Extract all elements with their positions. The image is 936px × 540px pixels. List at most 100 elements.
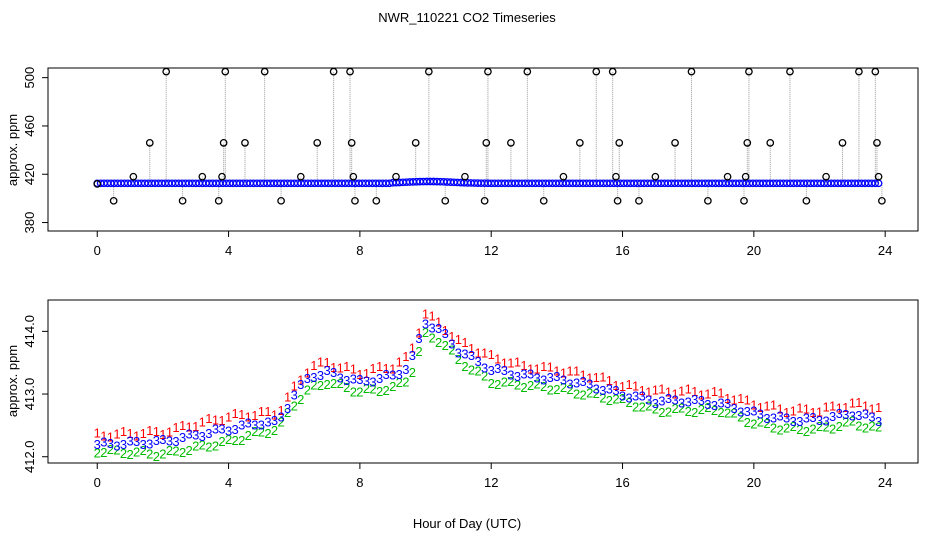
x-tick-label: 12 xyxy=(484,243,498,258)
series-3-point: 3 xyxy=(205,426,212,441)
series-2-point: 2 xyxy=(566,382,573,397)
series-1-point: 1 xyxy=(803,402,810,417)
series-2-point: 2 xyxy=(166,443,173,458)
series-1-point: 1 xyxy=(179,418,186,433)
series-1-point: 1 xyxy=(658,382,665,397)
series-2-point: 2 xyxy=(126,447,133,462)
x-tick-label: 16 xyxy=(615,243,629,258)
series-1-point: 1 xyxy=(822,400,829,415)
series-1-point: 1 xyxy=(172,420,179,435)
series-3-point: 3 xyxy=(363,374,370,389)
series-2-point: 2 xyxy=(369,382,376,397)
spike-point xyxy=(539,196,548,205)
series-1-point: 1 xyxy=(685,381,692,396)
series-3-point: 3 xyxy=(383,367,390,382)
series-3-point: 3 xyxy=(560,373,567,388)
series-2-point: 2 xyxy=(218,434,225,449)
series-2-point: 2 xyxy=(639,400,646,415)
series-1-point: 1 xyxy=(809,405,816,420)
series-1-point: 1 xyxy=(836,400,843,415)
series-2-point: 2 xyxy=(120,446,127,461)
spike-point xyxy=(873,139,881,147)
series-3-point: 3 xyxy=(323,363,330,378)
series-2-point: 2 xyxy=(816,419,823,434)
series-2-point: 2 xyxy=(297,392,304,407)
spike-point xyxy=(871,67,880,76)
series-1-point: 1 xyxy=(277,403,284,418)
series-3-point: 3 xyxy=(337,370,344,385)
series-3-point: 3 xyxy=(146,437,153,452)
series-2-point: 2 xyxy=(501,375,508,390)
series-2-point: 2 xyxy=(277,414,284,429)
series-3-point: 3 xyxy=(770,411,777,426)
series-2-point: 2 xyxy=(232,433,239,448)
series-1-point: 1 xyxy=(724,391,731,406)
series-1-point: 1 xyxy=(868,401,875,416)
series-3-point: 3 xyxy=(186,427,193,442)
spike-point xyxy=(411,139,420,147)
series-2-point: 2 xyxy=(553,382,560,397)
series-1-point: 1 xyxy=(107,430,114,445)
series-1-point: 1 xyxy=(776,401,783,416)
series-3-point: 3 xyxy=(225,424,232,439)
series-1-point: 1 xyxy=(146,423,153,438)
series-3-point: 3 xyxy=(100,434,107,449)
series-2-point: 2 xyxy=(717,405,724,420)
series-1-point: 1 xyxy=(770,398,777,413)
series-1-point: 1 xyxy=(100,428,107,443)
series-1-point: 1 xyxy=(153,424,160,439)
series-2-point: 2 xyxy=(389,379,396,394)
series-1-point: 1 xyxy=(291,378,298,393)
series-1-point: 1 xyxy=(369,361,376,376)
series-1-point: 1 xyxy=(731,393,738,408)
series-2-point: 2 xyxy=(238,433,245,448)
spike-point xyxy=(743,139,752,147)
x-axis-label: Hour of Day (UTC) xyxy=(413,516,521,531)
series-1-point: 1 xyxy=(159,427,166,442)
y-tick-label: 412.0 xyxy=(22,440,37,473)
series-2-point: 2 xyxy=(271,423,278,438)
series-3-point: 3 xyxy=(435,321,442,336)
series-2-point: 2 xyxy=(415,344,422,359)
series-1-point: 1 xyxy=(593,370,600,385)
series-2-point: 2 xyxy=(698,402,705,417)
series-1-point: 1 xyxy=(120,424,127,439)
series-3-point: 3 xyxy=(540,372,547,387)
series-1-point: 1 xyxy=(717,386,724,401)
series-1-point: 1 xyxy=(553,363,560,378)
series-2-point: 2 xyxy=(560,380,567,395)
series-3-point: 3 xyxy=(553,369,560,384)
series-1-point: 1 xyxy=(238,407,245,422)
series-1-point: 1 xyxy=(527,362,534,377)
series-3-point: 3 xyxy=(133,434,140,449)
series-3-point: 3 xyxy=(868,409,875,424)
series-2-point: 2 xyxy=(245,428,252,443)
baseline-point xyxy=(871,179,880,188)
series-3-point: 3 xyxy=(763,411,770,426)
series-3-point: 3 xyxy=(514,369,521,384)
series-3-point: 3 xyxy=(251,418,258,433)
series-1-point: 1 xyxy=(606,373,613,388)
spike-point xyxy=(441,196,450,205)
series-3-point: 3 xyxy=(284,401,291,416)
series-1-point: 1 xyxy=(842,400,849,415)
series-2-point: 2 xyxy=(140,443,147,458)
series-2-point: 2 xyxy=(337,376,344,391)
series-2-point: 2 xyxy=(107,442,114,457)
series-2-point: 2 xyxy=(100,445,107,460)
bottom-y-axis-label: approx. ppm xyxy=(5,345,20,417)
series-1-point: 1 xyxy=(350,362,357,377)
spike-point xyxy=(671,139,679,147)
series-2-point: 2 xyxy=(258,424,265,439)
spike-point xyxy=(313,139,322,147)
series-1-point: 1 xyxy=(455,332,462,347)
spike-point xyxy=(766,139,775,147)
series-1-point: 1 xyxy=(422,306,429,321)
series-3-point: 3 xyxy=(330,365,337,380)
series-3-point: 3 xyxy=(448,336,455,351)
spike-point xyxy=(277,196,285,205)
spike-point xyxy=(178,196,187,205)
series-2-point: 2 xyxy=(159,447,166,462)
series-2-point: 2 xyxy=(776,422,783,437)
